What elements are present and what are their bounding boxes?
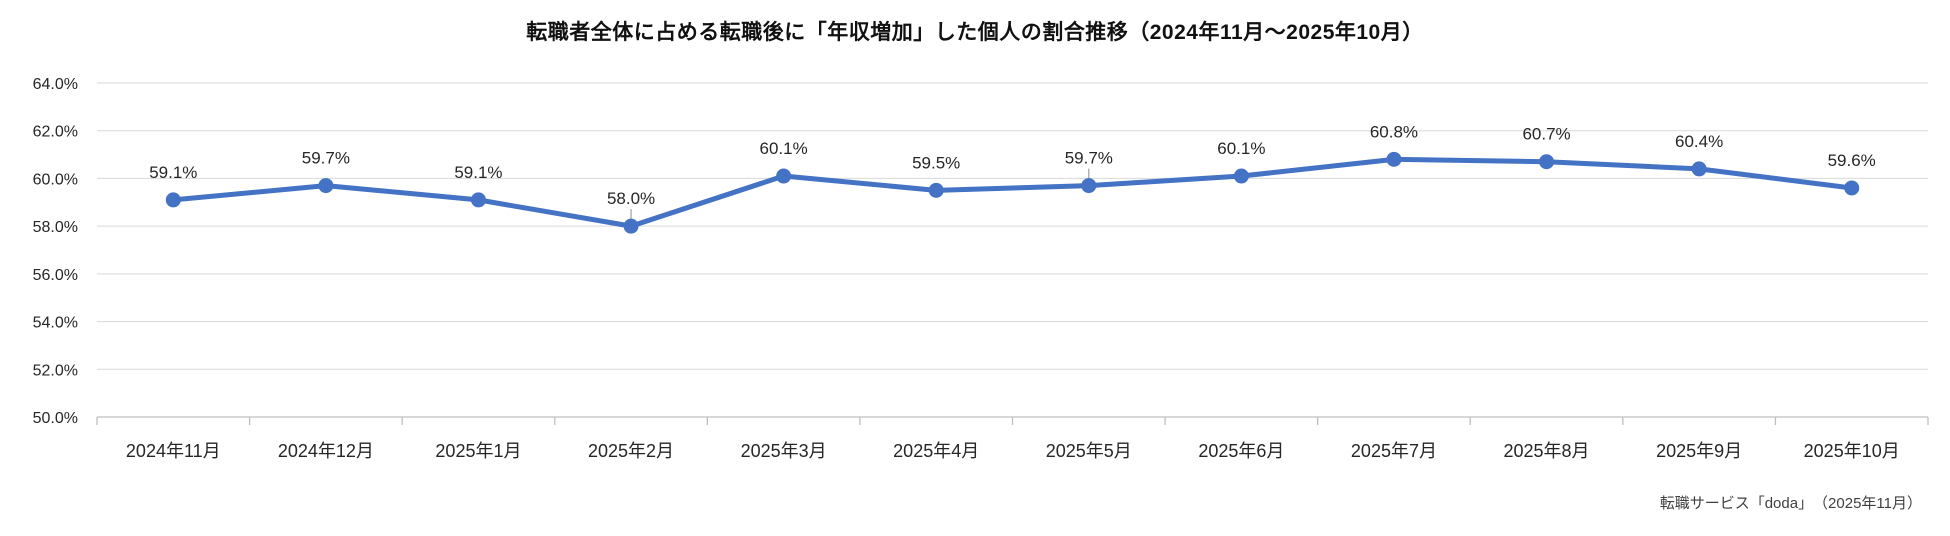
x-axis-category-label: 2024年12月 (278, 441, 374, 461)
x-axis-category-label: 2025年10月 (1804, 441, 1900, 461)
x-axis-category-label: 2025年7月 (1351, 441, 1437, 461)
data-point-label: 58.0% (607, 189, 655, 208)
data-point-marker (928, 182, 944, 198)
data-point-marker (1081, 178, 1097, 194)
data-point-marker (165, 192, 181, 208)
y-axis-tick-label: 52.0% (33, 362, 78, 379)
data-point-marker (1233, 168, 1249, 184)
data-point-label: 59.7% (302, 149, 350, 168)
data-point-label: 59.1% (149, 163, 197, 182)
trend-line (170, 156, 1855, 229)
data-point-marker (623, 218, 639, 234)
y-axis-tick-label: 64.0% (33, 76, 78, 93)
y-axis-tick-label: 54.0% (33, 315, 78, 332)
source-note: 転職サービス「doda」 （2025年11月） (1659, 495, 1922, 512)
data-point-label: 60.1% (1217, 139, 1265, 158)
chart-title: 転職者全体に占める転職後に「年収増加」した個人の割合推移（2024年11月～20… (526, 21, 1424, 44)
data-point-label: 59.1% (454, 163, 502, 182)
data-point-label: 59.6% (1828, 151, 1876, 170)
data-point-marker (470, 192, 486, 208)
y-axis-tick-label: 62.0% (33, 124, 78, 141)
x-axis-category-label: 2025年6月 (1198, 441, 1284, 461)
data-point-marker (318, 178, 334, 194)
x-axis-category-label: 2025年1月 (435, 441, 521, 461)
data-point-label: 60.7% (1522, 125, 1570, 144)
data-point-marker (1386, 151, 1402, 167)
data-point-label: 60.1% (760, 139, 808, 158)
y-axis-tick-label: 60.0% (33, 171, 78, 188)
x-axis-category-label: 2025年9月 (1656, 441, 1742, 461)
data-point-marker (1844, 180, 1860, 196)
x-axis-category-label: 2025年2月 (588, 441, 674, 461)
data-point-label: 60.4% (1675, 132, 1723, 151)
y-axis-tick-label: 58.0% (33, 219, 78, 236)
data-point-marker (1691, 161, 1707, 177)
y-axis-tick-label: 56.0% (33, 267, 78, 284)
x-axis-category-label: 2024年11月 (126, 441, 221, 461)
data-point-label: 60.8% (1370, 122, 1418, 141)
data-point-label: 59.5% (912, 153, 960, 172)
x-axis-category-label: 2025年3月 (741, 441, 827, 461)
x-axis-category-label: 2025年8月 (1504, 441, 1590, 461)
y-axis-tick-label: 50.0% (33, 410, 78, 427)
data-point-label: 59.7% (1065, 149, 1113, 168)
data-point-marker (1539, 154, 1555, 170)
data-point-marker (776, 168, 792, 184)
x-axis-category-label: 2025年4月 (893, 441, 979, 461)
x-axis-category-label: 2025年5月 (1046, 441, 1132, 461)
